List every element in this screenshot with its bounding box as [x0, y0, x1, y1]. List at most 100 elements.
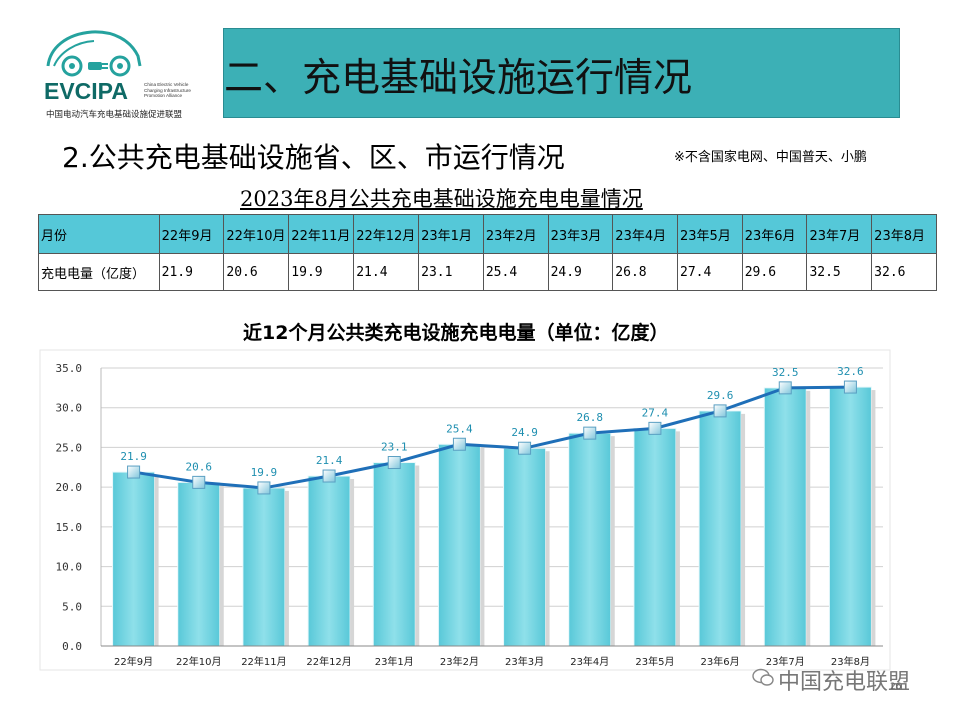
data-label: 32.6	[837, 365, 864, 378]
logo-english-name: China Electric Vehicle Charging Infrastr…	[144, 82, 191, 99]
y-tick-label: 10.0	[56, 561, 83, 574]
bar-shadow	[741, 413, 746, 646]
x-tick-label: 23年6月	[701, 655, 740, 668]
data-label: 24.9	[511, 426, 538, 439]
y-tick-label: 5.0	[62, 600, 82, 613]
data-label: 23.1	[381, 441, 408, 454]
x-tick-label: 23年2月	[440, 655, 479, 668]
table-cell: 24.9	[547, 253, 614, 291]
table-cell: 29.6	[741, 253, 808, 291]
page-number: 26	[890, 682, 902, 692]
table-header-cell: 23年6月	[741, 214, 808, 254]
bar	[633, 427, 677, 647]
x-tick-label: 22年9月	[114, 655, 153, 668]
table-cell: 19.9	[288, 253, 355, 291]
bar	[698, 410, 742, 647]
data-label: 20.6	[186, 460, 213, 473]
line-point	[387, 456, 401, 470]
logo-brand: EVCIPA	[44, 78, 128, 104]
y-tick-label: 35.0	[56, 362, 83, 375]
x-tick-label: 22年10月	[176, 655, 221, 668]
header-banner: 二、充电基础设施运行情况	[223, 28, 900, 118]
bar	[763, 387, 807, 647]
line-point	[583, 426, 597, 440]
y-tick-label: 30.0	[56, 402, 83, 415]
bar-shadow	[350, 479, 355, 646]
bar	[112, 471, 156, 647]
bar-shadow	[806, 390, 811, 646]
table-header-cell: 22年11月	[288, 214, 355, 254]
y-tick-label: 25.0	[56, 441, 83, 454]
line-point	[322, 469, 336, 483]
bar	[503, 447, 547, 647]
x-tick-label: 23年1月	[375, 655, 414, 668]
x-tick-label: 23年5月	[635, 655, 674, 668]
bar-shadow	[415, 465, 420, 646]
data-label: 21.4	[316, 454, 343, 467]
bar-shadow	[284, 490, 289, 646]
charging-volume-table: 月份 22年9月 22年10月 22年11月 22年12月 23年1月 23年2…	[38, 214, 937, 291]
chart-title: 近12个月公共类充电设施充电电量（单位：亿度）	[243, 322, 669, 344]
bar-shadow	[610, 436, 615, 646]
bar-shadow	[219, 485, 224, 646]
line-point	[648, 421, 662, 435]
logo-chinese-name: 中国电动汽车充电基础设施促进联盟	[46, 110, 183, 120]
x-tick-label: 23年3月	[505, 655, 544, 668]
bar	[242, 487, 286, 647]
data-label: 32.5	[772, 366, 799, 379]
chart-frame	[39, 349, 891, 671]
table-header-cell: 23年1月	[418, 214, 484, 254]
line-point	[257, 481, 271, 495]
table-cell: 27.4	[677, 253, 743, 291]
bar	[437, 443, 481, 647]
data-label: 26.8	[577, 411, 604, 424]
line-point	[452, 437, 466, 451]
bar-shadow	[545, 451, 550, 646]
table-row-label: 充电电量（亿度）	[38, 253, 160, 291]
y-tick-label: 15.0	[56, 521, 83, 534]
line-point	[127, 465, 141, 479]
x-tick-label: 23年8月	[831, 655, 870, 668]
line-point	[843, 380, 857, 394]
bar	[307, 475, 351, 647]
y-tick-label: 20.0	[56, 481, 83, 494]
table-cell: 20.6	[223, 253, 290, 291]
bar-shadow	[154, 475, 159, 646]
table-cell: 26.8	[612, 253, 679, 291]
table-header-row: 月份 22年9月 22年10月 22年11月 22年12月 23年1月 23年2…	[38, 214, 937, 254]
line-point	[518, 441, 532, 455]
x-tick-label: 22年11月	[241, 655, 286, 668]
table-value-row: 充电电量（亿度） 21.9 20.6 19.9 21.4 23.1 25.4 2…	[38, 253, 937, 291]
table-header-cell: 23年4月	[612, 214, 679, 254]
table-cell: 21.4	[353, 253, 420, 291]
x-tick-label: 22年12月	[306, 655, 351, 668]
watermark-text: 中国充电联盟	[778, 670, 911, 695]
bar	[568, 432, 612, 647]
table-header-cell: 23年5月	[677, 214, 743, 254]
wechat-icon	[752, 668, 774, 686]
evcipa-logo: EVCIPA China Electric Vehicle Charging I…	[40, 26, 210, 122]
bar-shadow	[871, 390, 876, 646]
table-header-cell: 22年12月	[353, 214, 420, 254]
bar-shadow	[480, 447, 485, 646]
table-header-cell: 23年3月	[547, 214, 614, 254]
data-label: 25.4	[446, 422, 473, 435]
data-label: 27.4	[642, 406, 669, 419]
table-header-cell: 22年9月	[158, 214, 225, 254]
section-title: 2.公共充电基础设施省、区、市运行情况	[62, 141, 565, 174]
line-point	[713, 404, 727, 418]
table-cell: 32.5	[806, 253, 873, 291]
table-header-cell: 23年2月	[482, 214, 549, 254]
section-note: ※不含国家电网、中国普天、小鹏	[674, 150, 867, 165]
line-point	[192, 475, 206, 489]
bar	[828, 386, 872, 647]
data-label: 29.6	[707, 389, 734, 402]
charging-volume-chart: 21.9 20.6 19.9 21.4 23.1 25.4 24.9 26.8 27.4 29.6…	[39, 349, 891, 671]
data-label: 19.9	[251, 466, 278, 479]
line-point	[778, 381, 792, 395]
table-caption: 2023年8月公共充电基础设施充电电量情况	[240, 187, 643, 211]
bar-shadow	[675, 431, 680, 646]
page-title: 二、充电基础设施运行情况	[224, 56, 693, 101]
x-tick-label: 23年7月	[766, 655, 805, 668]
series-line	[133, 385, 851, 490]
